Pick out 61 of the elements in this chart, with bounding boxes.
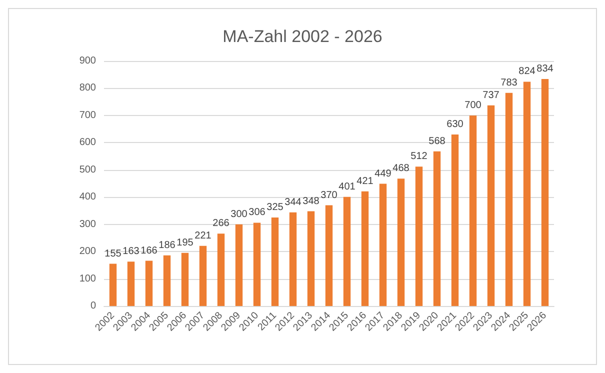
bar — [469, 115, 477, 306]
data-label: 325 — [266, 202, 284, 214]
bar — [379, 184, 387, 306]
y-tick-label: 900 — [79, 56, 96, 66]
data-label: 468 — [392, 163, 410, 174]
data-label: 824 — [518, 66, 536, 78]
bar — [307, 211, 315, 306]
bar — [217, 234, 225, 306]
data-label: 186 — [158, 240, 176, 251]
bar — [181, 252, 189, 306]
data-label: 300 — [230, 208, 248, 220]
data-label: 401 — [338, 181, 356, 192]
data-label: 221 — [194, 230, 212, 242]
bar — [487, 105, 495, 306]
data-label: 737 — [482, 90, 500, 101]
data-label: 344 — [284, 196, 302, 208]
data-label: 163 — [122, 246, 140, 258]
data-label: 195 — [176, 237, 194, 248]
bar — [109, 264, 117, 306]
data-label: 630 — [446, 119, 464, 130]
data-label: 306 — [248, 207, 266, 218]
y-tick-label: 500 — [79, 164, 96, 176]
bar — [343, 196, 351, 306]
data-label: 421 — [356, 176, 374, 187]
y-tick-label: 400 — [79, 192, 96, 203]
y-tick-label: 100 — [79, 273, 96, 284]
bar — [127, 262, 135, 306]
y-tick-label: 200 — [79, 246, 96, 258]
bar — [271, 218, 279, 306]
bar — [145, 260, 153, 306]
data-label: 155 — [104, 248, 122, 260]
y-tick-label: 600 — [79, 137, 96, 148]
data-label: 834 — [536, 63, 554, 74]
bar — [541, 78, 549, 306]
bar — [433, 151, 441, 306]
data-label: 348 — [302, 196, 320, 207]
bar — [451, 134, 459, 306]
bar — [163, 255, 171, 306]
chart-title: MA-Zahl 2002 - 2026 — [222, 27, 382, 46]
data-label: 266 — [212, 218, 230, 230]
bar — [397, 178, 405, 306]
bar — [415, 166, 423, 306]
bar — [253, 222, 261, 306]
data-label: 783 — [500, 77, 518, 88]
bar — [199, 246, 207, 306]
y-tick-label: 0 — [90, 300, 96, 312]
bar — [325, 205, 333, 306]
data-label: 166 — [140, 245, 158, 256]
bar — [505, 92, 513, 306]
bar — [361, 191, 369, 306]
y-tick-label: 800 — [79, 82, 96, 94]
data-label: 568 — [428, 136, 446, 147]
data-label: 449 — [374, 168, 392, 180]
bar — [523, 82, 531, 306]
data-label: 512 — [410, 151, 428, 162]
bar — [289, 212, 297, 306]
data-label: 370 — [320, 190, 338, 201]
y-tick-label: 700 — [79, 110, 96, 121]
bar — [235, 224, 243, 306]
y-tick-label: 300 — [79, 218, 96, 230]
data-label: 700 — [464, 100, 482, 111]
